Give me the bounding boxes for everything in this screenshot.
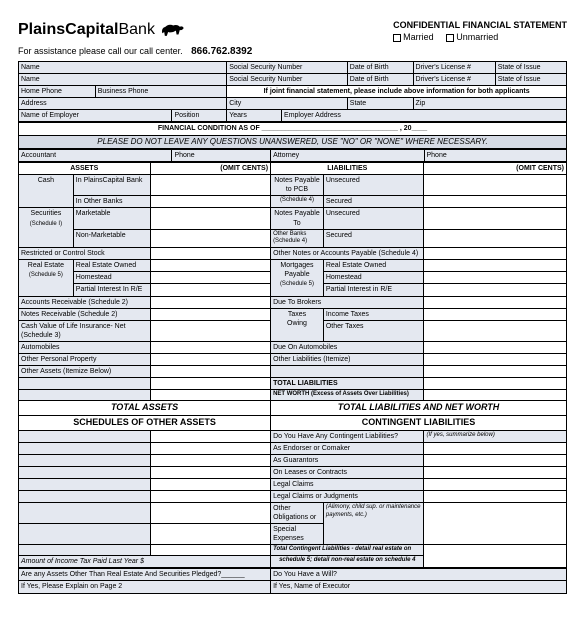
city-field[interactable]: City (227, 98, 348, 110)
bison-icon (159, 20, 185, 40)
sched-other: SCHEDULES OF OTHER ASSETS (19, 415, 271, 430)
brand-part2: Bank (118, 21, 154, 38)
soi2-field[interactable]: State of Issue (495, 74, 566, 86)
footer-table: Are any Assets Other Than Real Estate An… (18, 568, 567, 593)
confidential-title: CONFIDENTIAL FINANCIAL STATEMENT (393, 20, 567, 30)
name-field[interactable]: Name (19, 62, 227, 74)
state-field[interactable]: State (347, 98, 413, 110)
married-checkbox[interactable] (393, 34, 401, 42)
soi-field[interactable]: State of Issue (495, 62, 566, 74)
position-field[interactable]: Position (172, 110, 227, 122)
assist-phone: 866.762.8392 (191, 46, 252, 57)
brand-logo: PlainsCapitalBank (18, 20, 252, 40)
emp-addr-field[interactable]: Employer Address (282, 110, 567, 122)
dob-field[interactable]: Date of Birth (347, 62, 413, 74)
dl-field[interactable]: Driver's License # (413, 62, 495, 74)
home-phone-field[interactable]: Home Phone (19, 86, 96, 98)
fin-cond-row: FINANCIAL CONDITION AS OF ______________… (19, 123, 567, 135)
accountant-row: Accountant Phone Attorney Phone (18, 149, 567, 162)
address-field[interactable]: Address (19, 98, 227, 110)
liab-header: LIABILITIES (271, 163, 424, 175)
accountant-field[interactable]: Accountant (19, 149, 172, 161)
joint-note: If joint financial statement, please inc… (227, 86, 567, 98)
ssn2-field[interactable]: Social Security Number (227, 74, 348, 86)
total-liab-nw: TOTAL LIABILITIES AND NET WORTH (271, 401, 567, 416)
attorney-field[interactable]: Attorney (271, 149, 424, 161)
dl2-field[interactable]: Driver's License # (413, 74, 495, 86)
dob2-field[interactable]: Date of Birth (347, 74, 413, 86)
total-assets: TOTAL ASSETS (19, 401, 271, 416)
confidential-block: CONFIDENTIAL FINANCIAL STATEMENT Married… (393, 20, 567, 42)
assets-liabilities-table: ASSETS (OMIT CENTS) LIABILITIES (OMIT CE… (18, 162, 567, 568)
employer-field[interactable]: Name of Employer (19, 110, 172, 122)
assist-line: For assistance please call our call cent… (18, 46, 252, 57)
cont-liab: CONTINGENT LIABILITIES (271, 415, 567, 430)
cash-label: Cash (19, 175, 74, 208)
no-blank-note: PLEASE DO NOT LEAVE ANY QUESTIONS UNANSW… (19, 135, 567, 148)
unmarried-checkbox[interactable] (446, 34, 454, 42)
years-field[interactable]: Years (227, 110, 282, 122)
ssn-field[interactable]: Social Security Number (227, 62, 348, 74)
header: PlainsCapitalBank For assistance please … (18, 20, 567, 57)
brand-part1: PlainsCapital (18, 21, 118, 38)
zip-field[interactable]: Zip (413, 98, 566, 110)
acct-phone-field[interactable]: Phone (172, 149, 271, 161)
name2-field[interactable]: Name (19, 74, 227, 86)
assets-header: ASSETS (19, 163, 151, 175)
biz-phone-field[interactable]: Business Phone (95, 86, 227, 98)
applicant-table: Name Social Security Number Date of Birt… (18, 61, 567, 122)
omit1: (OMIT CENTS) (150, 163, 271, 175)
omit2: (OMIT CENTS) (424, 163, 567, 175)
atty-phone-field[interactable]: Phone (424, 149, 567, 161)
fin-cond-bar: FINANCIAL CONDITION AS OF ______________… (18, 122, 567, 148)
